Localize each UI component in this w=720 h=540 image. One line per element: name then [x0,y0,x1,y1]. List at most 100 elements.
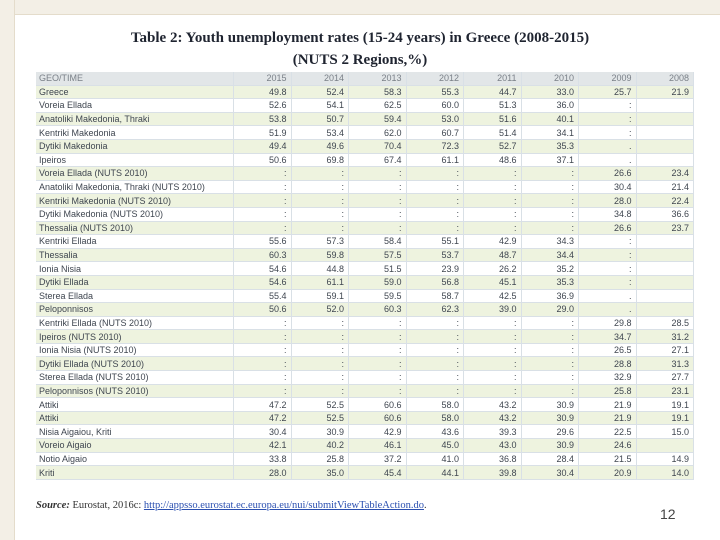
value-cell: : [292,384,349,398]
value-cell: 23.4 [637,167,694,180]
table-row: Peloponnisos 50.6 52.0 60.3 62.3 39.0 29.0. [36,303,694,317]
region-cell: Greece [36,85,234,99]
value-cell: 51.9 [234,126,292,139]
table-row: Greece 49.8 52.4 58.3 55.3 44.7 33.0 25.7 21.9 [36,85,694,100]
header-year-cell: 2015 [234,72,292,85]
table-row: Kentriki Ellada 55.6 57.3 58.4 55.1 42.9 34.3: [36,235,694,249]
region-cell: Kentriki Ellada [36,235,234,248]
value-cell: 60.6 [349,398,407,411]
value-cell: 55.3 [407,85,464,99]
value-cell: : [234,316,292,330]
header-year-cell: 2012 [407,72,464,85]
value-cell: 25.7 [579,85,637,99]
source-end: . [423,500,427,511]
table-row: Kentriki Ellada (NUTS 2010)::::::29.8 28.… [36,316,694,331]
region-cell: Notio Aigaio [36,452,234,466]
value-cell: : [407,221,464,235]
table-row: Attiki 47.2 52.5 60.6 58.0 43.2 30.9 21.9 19.1 [36,411,694,426]
value-cell: : [349,180,407,194]
value-cell: 45.4 [349,466,407,479]
value-cell: 29.8 [579,316,637,330]
value-cell: 59.4 [349,112,407,126]
value-cell: : [292,180,349,194]
table-row: Sterea Ellada 55.4 59.1 59.5 58.7 42.5 36.9. [36,289,694,304]
unemployment-table: GEO/TIME 2015 2014 2013 2012 2011 2010 2009 2008… [36,72,694,480]
region-cell: Kriti [36,466,234,479]
slide-left-border [0,0,15,540]
value-cell: 35.3 [522,275,579,289]
value-cell: 28.0 [579,194,637,207]
value-cell: 14.0 [637,466,694,479]
value-cell: 30.9 [522,439,579,452]
value-cell: 30.4 [522,466,579,479]
value-cell: 30.9 [522,411,579,425]
value-cell: : [234,207,292,221]
table-row: Ionia Nisia 54.6 44.8 51.5 23.9 26.2 35.2: [36,262,694,276]
header-year-cell: 2014 [292,72,349,85]
value-cell [637,99,694,112]
value-cell: : [464,167,522,180]
value-cell: 52.5 [292,398,349,411]
value-cell: : [292,357,349,371]
header-year-cell: 2009 [579,72,637,85]
value-cell: 28.5 [637,316,694,330]
value-cell: : [234,371,292,384]
value-cell: 62.3 [407,303,464,316]
value-cell: 43.6 [407,425,464,439]
value-cell: 60.6 [349,411,407,425]
value-cell: 39.3 [464,425,522,439]
region-cell: Ionia Nisia [36,262,234,275]
region-cell: Kentriki Ellada (NUTS 2010) [36,316,234,330]
table-row: Voreio Aigaio 42.1 40.2 46.1 45.0 43.0 30.9 24.… [36,439,694,453]
value-cell: 53.8 [234,112,292,126]
value-cell: : [522,167,579,180]
region-cell: Thessalia [36,248,234,262]
value-cell: 34.1 [522,126,579,139]
value-cell: 59.1 [292,289,349,303]
region-cell: Ipeiros [36,153,234,167]
value-cell: : [579,112,637,126]
source-note: Source: Eurostat, 2016c: http://appsso.e… [36,500,427,511]
table-row: Kentriki Makedonia (NUTS 2010)::::::28.0… [36,194,694,208]
value-cell: 57.3 [292,235,349,248]
value-cell: 53.7 [407,248,464,262]
value-cell: : [349,343,407,357]
header-year-cell: 2011 [464,72,522,85]
value-cell: : [522,221,579,235]
value-cell: 46.1 [349,439,407,452]
value-cell: 51.5 [349,262,407,275]
table-row: Dytiki Ellada (NUTS 2010)::::::28.8 31.3 [36,357,694,372]
source-link[interactable]: http://appsso.eurostat.ec.europa.eu/nui/… [143,500,424,511]
value-cell: 52.4 [292,85,349,99]
value-cell: 48.7 [464,248,522,262]
value-cell: : [579,99,637,112]
value-cell: : [292,167,349,180]
value-cell: 48.6 [464,153,522,167]
table-row: Thessalia (NUTS 2010)::::::26.6 23.7 [36,221,694,236]
value-cell: 58.0 [407,411,464,425]
value-cell: : [464,194,522,207]
value-cell: : [292,330,349,343]
value-cell: : [407,167,464,180]
region-cell: Sterea Ellada (NUTS 2010) [36,371,234,384]
value-cell: : [407,207,464,221]
value-cell: 21.5 [579,452,637,466]
table-row: Ipeiros 50.6 69.8 67.4 61.1 48.6 37.1. [36,153,694,168]
region-cell: Kentriki Makedonia [36,126,234,139]
value-cell: 51.4 [464,126,522,139]
value-cell: 27.1 [637,343,694,357]
region-cell: Anatoliki Makedonia, Thraki [36,112,234,126]
value-cell: 69.8 [292,153,349,167]
value-cell: 52.7 [464,139,522,153]
value-cell: 42.5 [464,289,522,303]
value-cell: 58.7 [407,289,464,303]
value-cell [637,235,694,248]
value-cell: 30.9 [292,425,349,439]
value-cell: : [407,180,464,194]
table-row: Ionia Nisia (NUTS 2010)::::::26.5 27.1 [36,343,694,358]
value-cell: : [234,384,292,398]
value-cell: : [522,207,579,221]
value-cell: 29.0 [522,303,579,316]
value-cell: : [292,221,349,235]
value-cell: : [407,384,464,398]
